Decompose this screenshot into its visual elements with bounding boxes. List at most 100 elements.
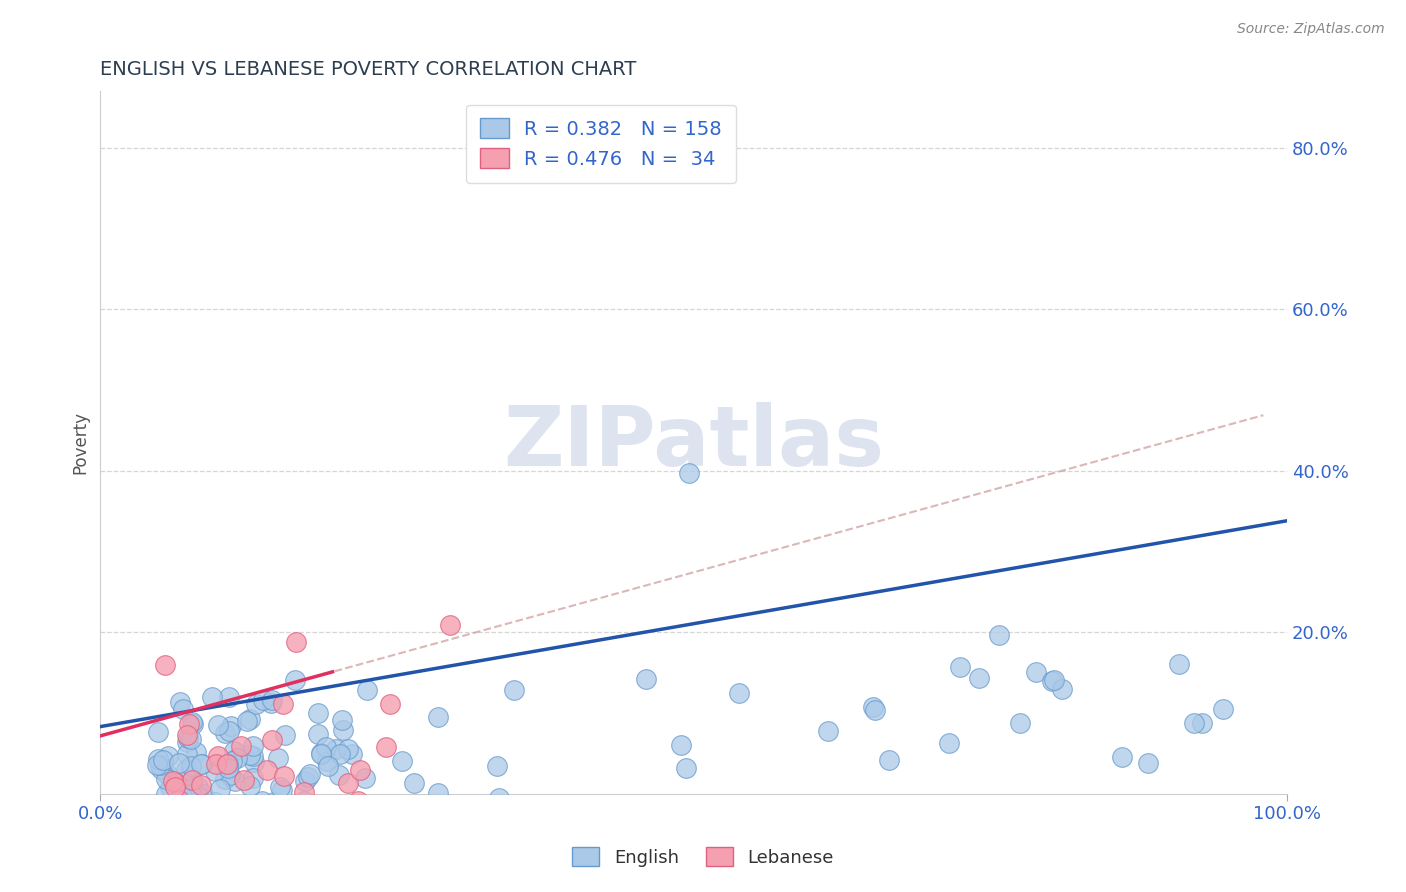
Point — [1152, 566, 1174, 580]
Point — [245, 755, 267, 769]
Point — [142, 782, 165, 797]
Text: Source: ZipAtlas.com: Source: ZipAtlas.com — [1237, 22, 1385, 37]
Point — [101, 773, 124, 788]
Point — [193, 661, 215, 675]
Point — [233, 653, 256, 667]
Point — [284, 730, 307, 744]
Point — [160, 782, 183, 797]
Point — [153, 782, 176, 797]
Point — [155, 698, 177, 712]
Point — [191, 719, 214, 733]
Point — [152, 780, 174, 794]
Point — [131, 747, 153, 762]
Point — [191, 739, 214, 754]
Point — [267, 615, 290, 630]
Point — [998, 552, 1021, 566]
Point — [818, 764, 841, 778]
Point — [117, 701, 139, 715]
Point — [104, 710, 127, 724]
Point — [114, 734, 136, 748]
Point — [172, 767, 194, 781]
Point — [176, 755, 198, 769]
Point — [108, 717, 131, 731]
Point — [450, 581, 472, 595]
Point — [200, 582, 222, 597]
Point — [134, 746, 156, 760]
Point — [125, 667, 148, 681]
Point — [163, 725, 186, 739]
Point — [111, 734, 134, 748]
Point — [200, 528, 222, 542]
Point — [183, 615, 205, 629]
Point — [142, 712, 165, 726]
Point — [129, 685, 152, 699]
Point — [246, 711, 269, 725]
Point — [197, 782, 219, 797]
Point — [141, 606, 163, 620]
Point — [145, 646, 167, 660]
Point — [152, 654, 174, 668]
Point — [120, 782, 142, 797]
Point — [157, 694, 180, 708]
Point — [169, 691, 191, 706]
Point — [180, 710, 202, 724]
Point — [101, 657, 124, 672]
Point — [516, 600, 538, 615]
Point — [152, 707, 174, 722]
Point — [127, 645, 149, 659]
Point — [120, 624, 142, 638]
Point — [207, 725, 229, 739]
Point — [617, 780, 640, 794]
Point — [207, 755, 229, 769]
Point — [183, 668, 205, 682]
Point — [238, 680, 260, 694]
Point — [124, 645, 146, 659]
Point — [142, 756, 165, 771]
Point — [862, 624, 884, 638]
Point — [127, 643, 149, 657]
Point — [207, 769, 229, 783]
Point — [132, 731, 155, 746]
Point — [246, 775, 269, 789]
Point — [1008, 536, 1031, 550]
Point — [101, 704, 124, 718]
Point — [311, 504, 333, 518]
Point — [208, 720, 231, 734]
Point — [215, 658, 238, 673]
Point — [740, 582, 762, 597]
Point — [167, 733, 190, 747]
Point — [152, 702, 174, 716]
Point — [111, 782, 134, 797]
Point — [229, 681, 252, 695]
Point — [193, 782, 215, 797]
Point — [132, 702, 155, 716]
Point — [205, 742, 228, 756]
Point — [475, 674, 498, 689]
Point — [112, 726, 135, 740]
Point — [231, 717, 253, 731]
Point — [172, 617, 194, 632]
Point — [250, 596, 273, 610]
Point — [122, 688, 145, 702]
Point — [1108, 541, 1130, 555]
Point — [122, 665, 145, 679]
Point — [117, 613, 139, 627]
Point — [717, 643, 740, 657]
Point — [146, 738, 169, 752]
Point — [184, 756, 207, 770]
Point — [233, 639, 256, 653]
Point — [125, 745, 148, 759]
Point — [187, 693, 209, 707]
Point — [127, 760, 149, 774]
Legend: R = 0.382   N = 158, R = 0.476   N =  34: R = 0.382 N = 158, R = 0.476 N = 34 — [467, 104, 735, 183]
Point — [101, 695, 124, 709]
Point — [478, 707, 501, 722]
Point — [108, 690, 131, 705]
Point — [118, 733, 141, 747]
Point — [166, 640, 188, 655]
Point — [148, 782, 170, 797]
Point — [129, 735, 152, 749]
Point — [218, 686, 240, 700]
Point — [848, 644, 870, 658]
Point — [162, 677, 184, 691]
